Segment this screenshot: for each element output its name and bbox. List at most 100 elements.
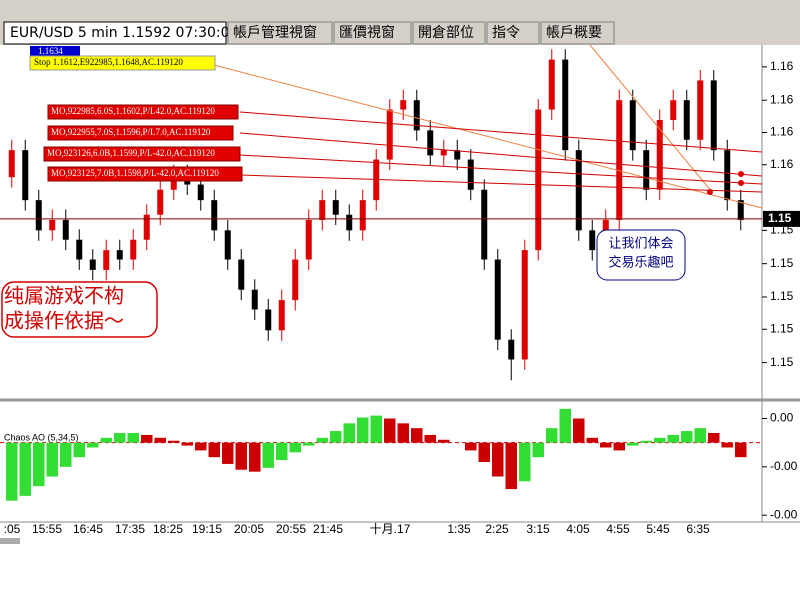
candle-body [76,239,83,260]
order-label: MO,923126,6.0B,1.1599,P/L-42.0,AC.119120 [47,148,215,158]
symbol-tab[interactable] [3,21,227,45]
candle-body [575,150,582,231]
ao-bar [546,428,558,443]
ao-bar [316,437,328,443]
stop-label: Stop 1.1612,E922985,1.1648,AC.119120 [34,57,183,67]
disclaimer: 成操作依据～ [4,309,124,333]
ao-bar [681,431,693,443]
ao-bar [519,442,531,482]
candle-body [170,175,177,190]
candle-body [346,214,353,231]
x-tick-label: 4:05 [566,522,590,536]
x-tick-label: 16:45 [73,522,103,536]
ao-bar [627,442,639,446]
candle-body [670,100,677,120]
order-box [47,125,234,141]
x-tick-label: 5:45 [646,522,670,536]
candle-body [616,100,623,220]
ao-bar [289,442,301,453]
ao-bar [73,442,85,458]
tab[interactable] [333,21,412,45]
ao-bar [357,417,369,443]
ao-bar [303,442,315,446]
candle-body [521,250,528,360]
ao-bar [154,437,166,443]
candle-body [359,200,366,231]
ao-bar [262,442,274,468]
candle-body [427,130,434,156]
y-tick-label: 1.15 [770,355,794,369]
marker [738,171,744,177]
x-tick-label: 20:05 [234,522,264,536]
x-tick-label: 19:15 [192,522,222,536]
ao-bar [46,442,58,477]
tab[interactable] [540,21,615,45]
candle-body [656,119,663,190]
candle-body [197,184,204,201]
ao-bar [222,442,234,464]
candle-body [454,150,461,160]
tab[interactable] [227,21,333,45]
ao-bar [586,437,598,443]
ao-bar [181,442,193,446]
candle-body [8,150,15,178]
ao-bar [573,418,585,443]
candle-body [224,230,231,260]
candle-body [238,259,245,290]
marker [707,189,713,195]
candle-body [278,300,285,331]
candle-body [386,109,393,160]
disclaimer-box [1,281,158,338]
candle-body [629,100,636,151]
y-tick-label: 1.16 [770,92,794,106]
candle-body [62,219,69,240]
order-box [47,166,243,182]
price-panel [0,45,762,398]
marker [738,180,744,186]
candle-body [89,259,96,270]
ao-bar [505,442,517,490]
candle-body [494,259,501,340]
stop-price: 1.1634 [38,46,63,56]
ao-bar [424,434,436,443]
ao-bar [559,408,571,443]
ao-bar [343,423,355,443]
tab[interactable] [486,21,540,45]
ao-bar [600,442,612,448]
ao-bar [397,423,409,443]
ao-bar [438,439,450,443]
ao-bar [532,442,544,458]
x-tick-label: 3:15 [526,522,550,536]
x-tick-label: 18:25 [153,522,183,536]
candle-body [130,239,137,260]
x-tick-label: 21:45 [313,522,343,536]
candle-body [535,109,542,251]
candle-body [643,150,650,190]
candle-body [548,59,555,110]
x-tick-label: 17:35 [115,522,145,536]
ao-bar [465,442,477,451]
tab-label: 指令 [492,25,520,41]
order-label: MO,922955,7.0S,1.1596,P/L7.0,AC.119120 [51,127,211,137]
candle-body [265,309,272,331]
ao-bar [127,433,139,443]
candle-body [103,250,110,270]
y-tick-label: 0.00 [770,411,794,425]
candle-body [440,150,447,156]
candle-body [157,189,164,215]
candle-body [319,200,326,220]
y-tick-label: 1.15 [770,321,794,335]
tab-label: 匯價視窗 [339,24,395,41]
stop-price-box [30,46,80,58]
y-tick-label: 1.15 [770,256,794,270]
candle-body [400,100,407,110]
trend-line [589,44,713,193]
ao-bar [168,440,180,443]
order-line [239,132,763,177]
y-tick-label: 1.16 [770,125,794,139]
candle-body [737,200,744,220]
ao-bar [384,418,396,443]
candle-body [22,150,29,201]
tab[interactable] [412,21,486,45]
stop-box [29,55,216,71]
